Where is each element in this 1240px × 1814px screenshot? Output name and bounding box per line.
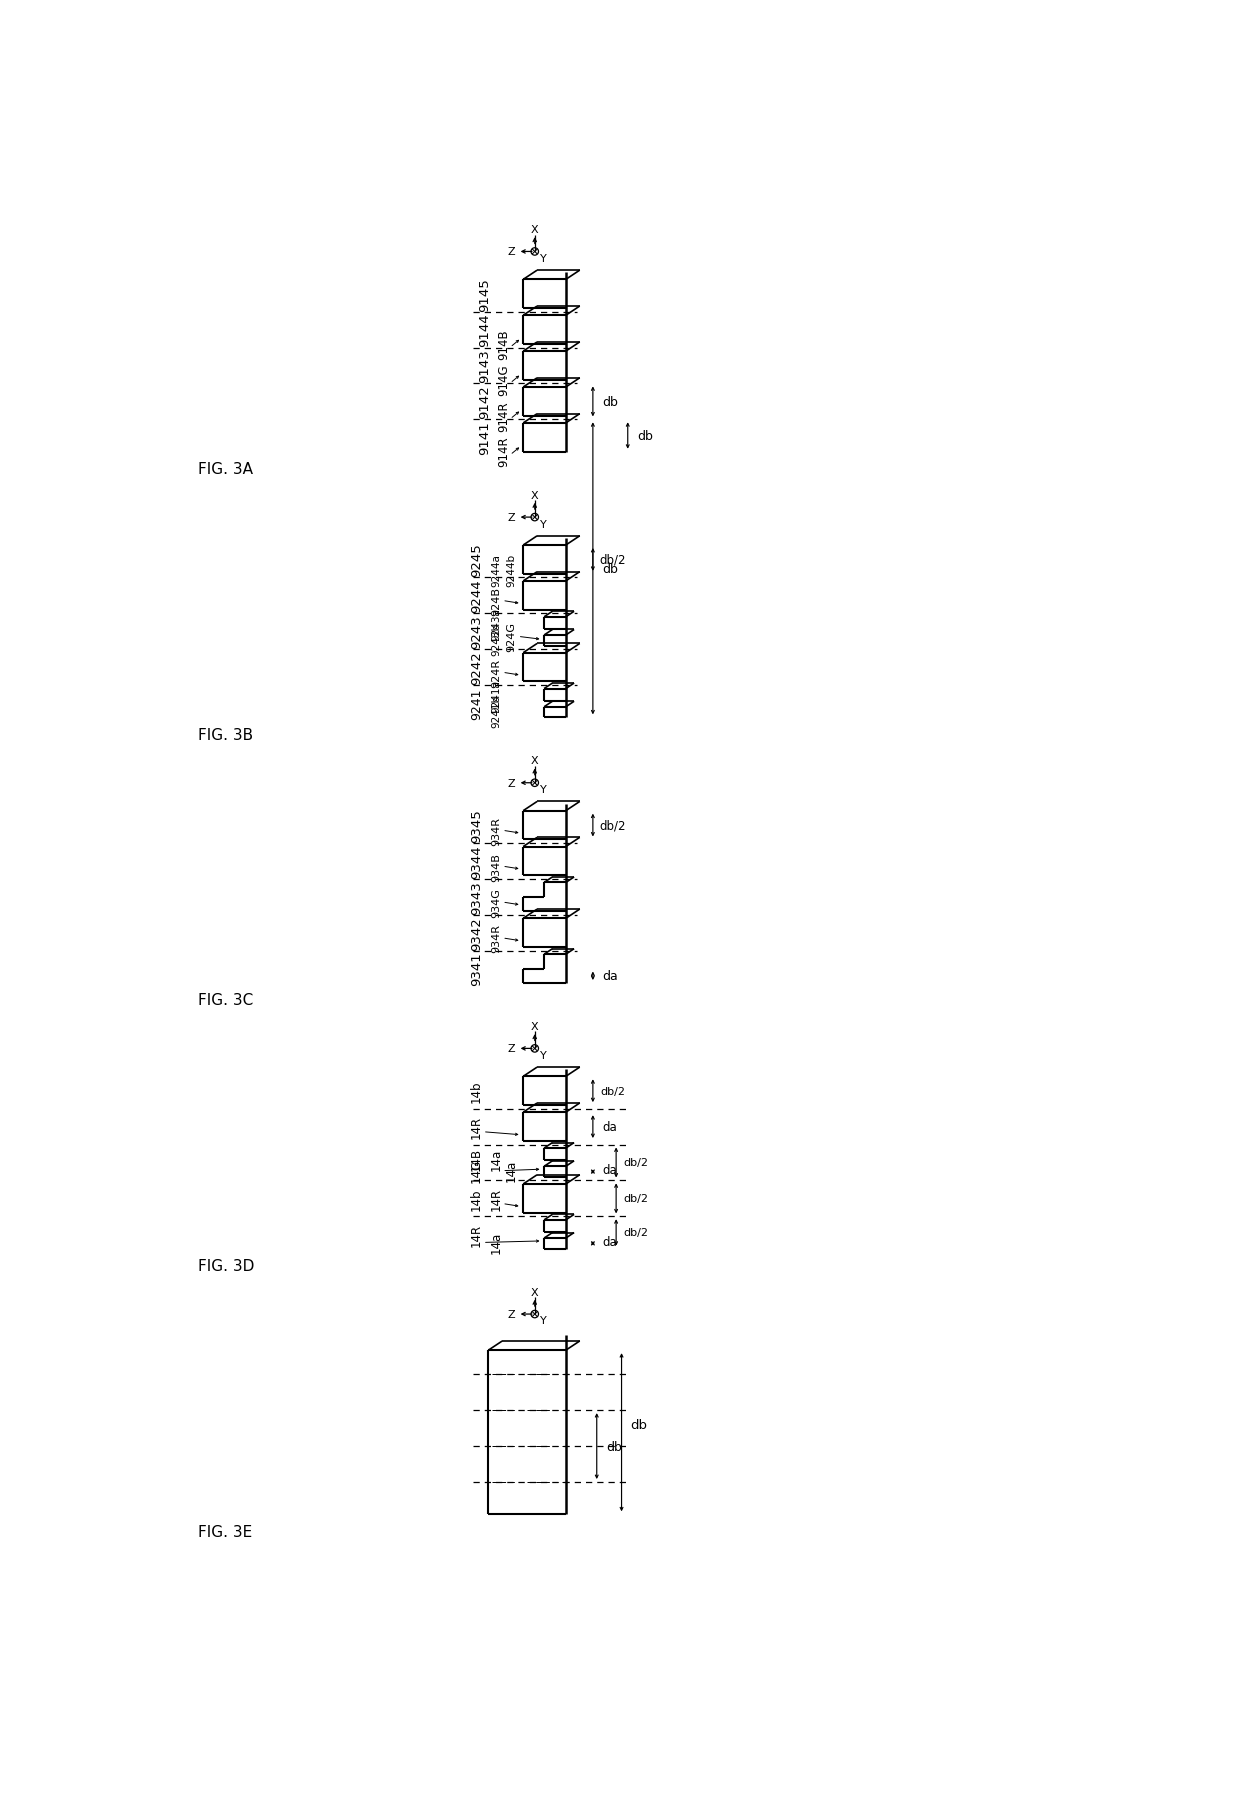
Text: da: da (603, 1121, 618, 1134)
Text: FIG. 3C: FIG. 3C (197, 992, 253, 1009)
Text: 14b: 14b (470, 1188, 484, 1210)
Text: 9145: 9145 (477, 278, 491, 312)
Text: X: X (531, 490, 538, 501)
Text: 9244a: 9244a (491, 553, 501, 586)
Text: db: db (601, 562, 618, 575)
Text: Z: Z (508, 247, 516, 258)
Text: 9244b: 9244b (506, 553, 517, 588)
Text: FIG. 3D: FIG. 3D (197, 1259, 254, 1273)
Text: 934B: 934B (491, 853, 501, 882)
Text: X: X (531, 1286, 538, 1297)
Text: X: X (531, 756, 538, 766)
Text: 914R: 914R (497, 437, 510, 468)
Text: 9243b: 9243b (491, 622, 501, 655)
Text: Y: Y (541, 785, 547, 795)
Text: 934R: 934R (491, 816, 501, 845)
Text: 914R: 914R (497, 401, 510, 432)
Text: 9141: 9141 (477, 421, 491, 455)
Text: 9244: 9244 (470, 579, 484, 613)
Text: da: da (603, 1163, 618, 1177)
Text: FIG. 3E: FIG. 3E (197, 1524, 252, 1538)
Text: X: X (531, 225, 538, 236)
Text: FIG. 3A: FIG. 3A (197, 463, 253, 477)
Text: 14G: 14G (470, 1159, 484, 1183)
Text: Z: Z (508, 1043, 516, 1054)
Text: 9241a: 9241a (491, 680, 501, 713)
Text: db: db (630, 1419, 647, 1431)
Text: 14a: 14a (505, 1159, 518, 1181)
Text: db: db (606, 1440, 621, 1453)
Text: Y: Y (541, 1315, 547, 1326)
Text: db: db (637, 430, 652, 443)
Text: da: da (603, 970, 618, 983)
Text: 9341: 9341 (470, 952, 484, 987)
Text: db/2: db/2 (624, 1228, 649, 1237)
Text: 14b: 14b (470, 1079, 484, 1103)
Text: db: db (601, 395, 618, 408)
Text: Y: Y (541, 519, 547, 530)
Text: db/2: db/2 (624, 1157, 649, 1168)
Text: db/2: db/2 (624, 1194, 649, 1204)
Text: Z: Z (508, 1310, 516, 1319)
Text: 9245: 9245 (470, 542, 484, 577)
Text: 9242: 9242 (470, 651, 484, 684)
Text: 9343: 9343 (470, 880, 484, 914)
Text: FIG. 3B: FIG. 3B (197, 727, 253, 742)
Text: 924R: 924R (491, 658, 501, 688)
Text: db/2: db/2 (600, 553, 626, 566)
Text: da: da (603, 1235, 618, 1248)
Text: 9342: 9342 (470, 916, 484, 951)
Text: 924G: 924G (506, 622, 517, 651)
Text: Y: Y (541, 1050, 547, 1059)
Text: 14R: 14R (490, 1186, 502, 1210)
Text: 9243: 9243 (470, 615, 484, 649)
Text: 9144: 9144 (477, 314, 491, 346)
Text: 9344: 9344 (470, 845, 484, 878)
Text: 14R: 14R (470, 1223, 484, 1246)
Text: 914G: 914G (497, 365, 510, 395)
Text: 934G: 934G (491, 887, 501, 918)
Text: 9142: 9142 (477, 385, 491, 419)
Text: 934R: 934R (491, 923, 501, 952)
Text: 14B: 14B (470, 1148, 484, 1170)
Text: 9345: 9345 (470, 809, 484, 842)
Text: Z: Z (508, 513, 516, 522)
Text: 924B: 924B (491, 586, 501, 615)
Text: X: X (531, 1021, 538, 1032)
Text: 14a: 14a (490, 1148, 502, 1170)
Text: 14R: 14R (470, 1116, 484, 1139)
Text: Z: Z (508, 778, 516, 789)
Text: 9243a: 9243a (491, 608, 501, 640)
Text: 9241b: 9241b (491, 695, 501, 727)
Text: 9241: 9241 (470, 688, 484, 720)
Text: 14a: 14a (490, 1230, 502, 1253)
Text: Y: Y (541, 254, 547, 263)
Text: 914B: 914B (497, 328, 510, 359)
Text: db/2: db/2 (600, 820, 626, 833)
Text: 9143: 9143 (477, 350, 491, 383)
Text: db/2: db/2 (600, 1087, 625, 1096)
